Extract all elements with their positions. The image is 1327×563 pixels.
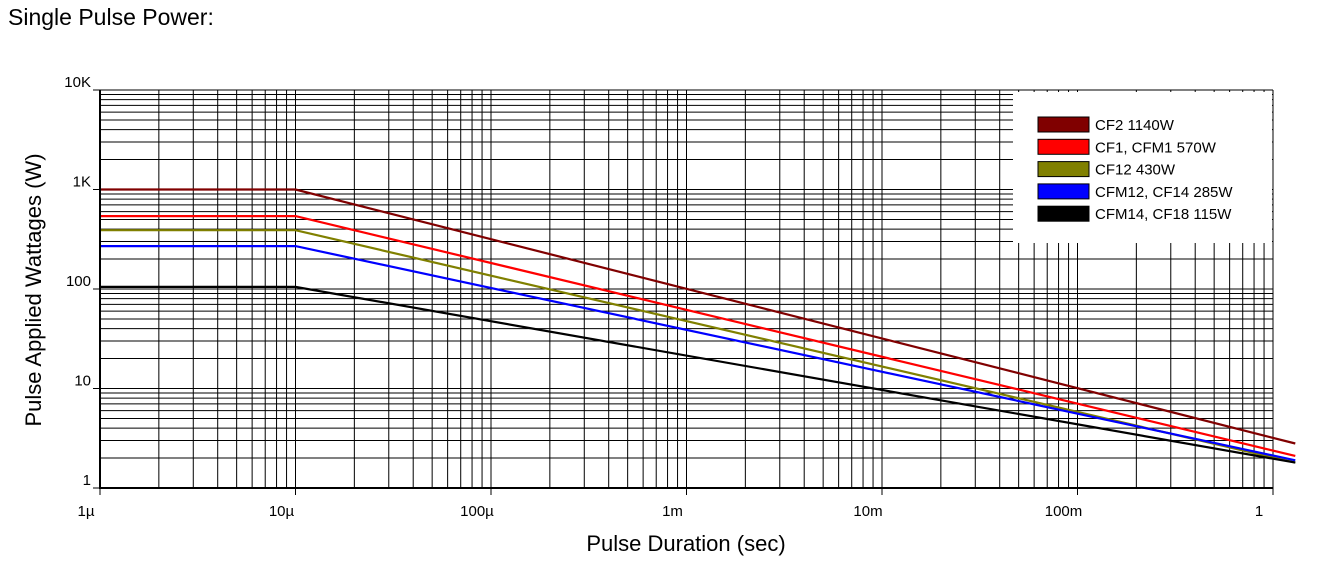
legend-label: CFM12, CF14 285W <box>1095 184 1233 201</box>
y-tick-label: 1 <box>83 472 91 489</box>
y-axis-title: Pulse Applied Wattages (W) <box>21 153 46 426</box>
series-lines <box>100 188 1296 464</box>
y-tick-label: 10K <box>64 74 91 91</box>
y-tick-label: 10 <box>74 373 91 390</box>
legend-swatch <box>1037 116 1090 133</box>
x-tick-label: 100µ <box>460 503 494 520</box>
series-line <box>100 188 1296 445</box>
y-tick-label: 1K <box>73 174 91 191</box>
series-line <box>100 245 1296 462</box>
series-line <box>100 229 1296 464</box>
y-tick-label: 100 <box>66 273 91 290</box>
legend-swatch <box>1037 138 1090 155</box>
legend-label: CF12 430W <box>1095 162 1176 179</box>
legend-label: CF2 1140W <box>1095 117 1175 134</box>
series-line <box>100 285 1296 464</box>
x-tick-label: 100m <box>1045 503 1083 520</box>
legend-label: CF1, CFM1 570W <box>1095 139 1217 156</box>
x-tick-label: 10µ <box>269 503 295 520</box>
x-tick-label: 1µ <box>78 503 95 520</box>
page-title: Single Pulse Power: <box>8 4 214 30</box>
legend: CF2 1140W CF1, CFM1 570W CF12 430W CFM12, C… <box>1013 92 1272 243</box>
axes: 1µ 10µ 100µ 1m 10m 100m 1 1 10 100 1K 10K <box>64 74 1274 520</box>
grid <box>99 89 1274 489</box>
legend-swatch <box>1037 161 1090 178</box>
legend-label: CFM14, CF18 115W <box>1095 206 1232 223</box>
x-tick-label: 1 <box>1255 503 1263 520</box>
legend-swatch <box>1037 183 1090 200</box>
series-line <box>100 215 1296 457</box>
x-axis-title: Pulse Duration (sec) <box>586 531 785 556</box>
x-tick-label: 1m <box>662 503 683 520</box>
legend-swatch <box>1037 205 1090 222</box>
x-tick-label: 10m <box>853 503 882 520</box>
